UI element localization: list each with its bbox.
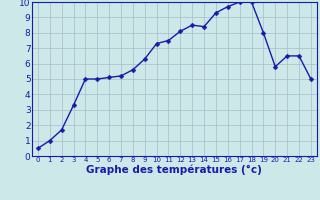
X-axis label: Graphe des températures (°c): Graphe des températures (°c) [86,165,262,175]
